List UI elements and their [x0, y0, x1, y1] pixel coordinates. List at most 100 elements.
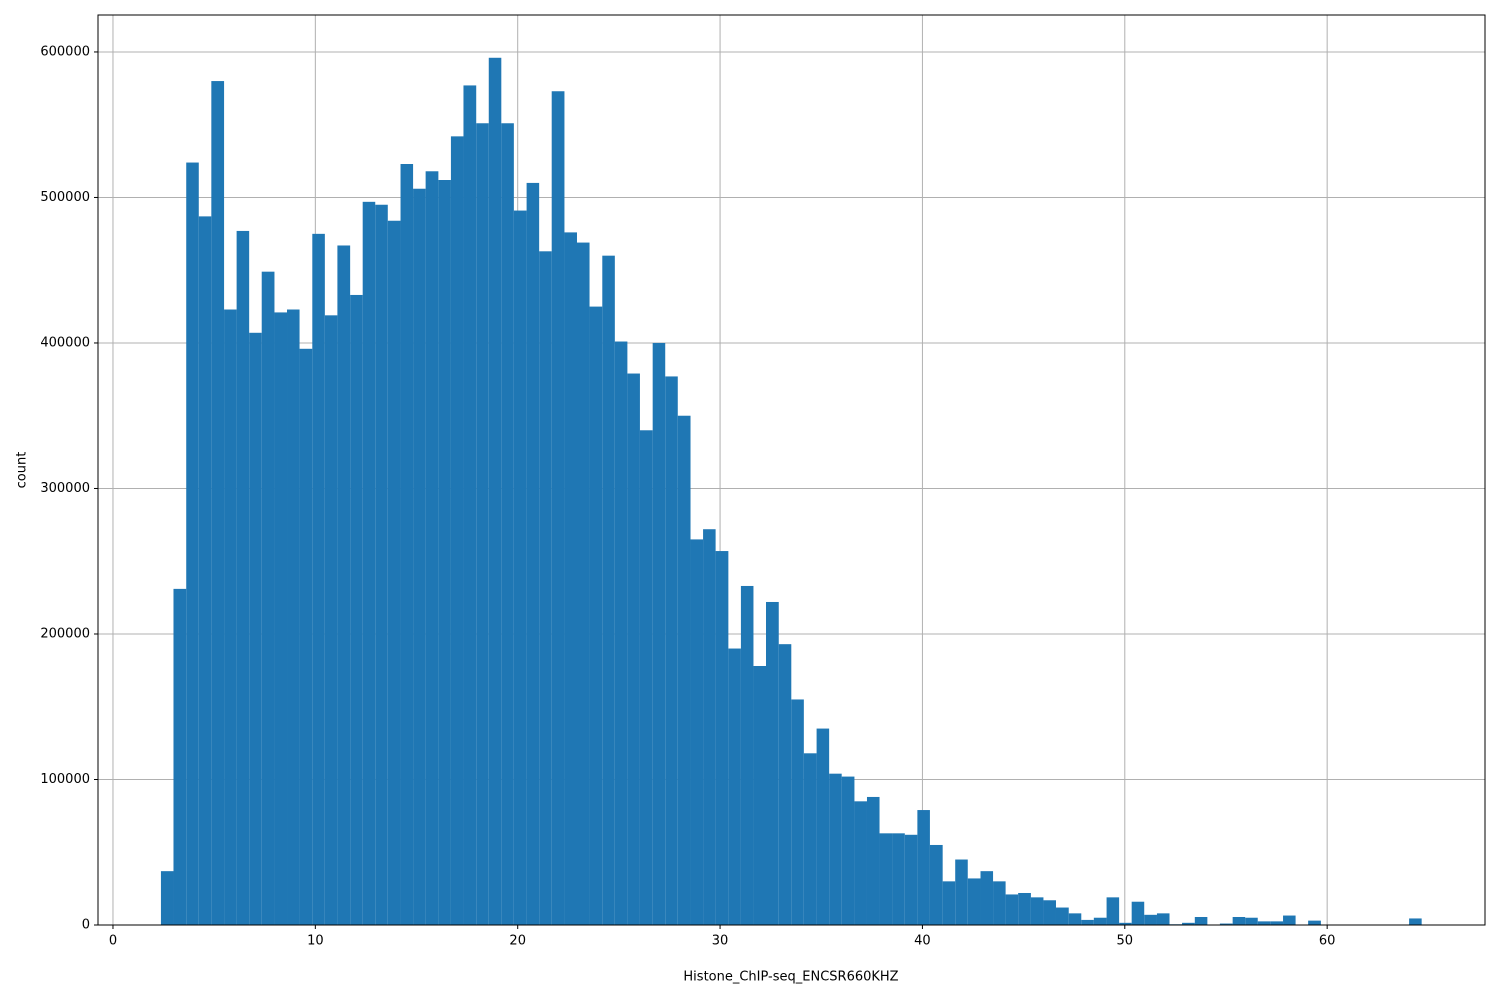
x-tick-label: 60 [1319, 934, 1336, 949]
bar [211, 81, 225, 925]
bar [375, 204, 388, 925]
bar [526, 182, 540, 926]
plot-frame [97, 14, 1486, 926]
bar [791, 699, 804, 925]
bar [501, 123, 514, 925]
y-tick-label: 200000 [40, 626, 90, 641]
bar [690, 539, 704, 925]
bar [993, 881, 1006, 925]
bar [1068, 913, 1082, 925]
bar [614, 341, 628, 925]
bar [387, 220, 401, 926]
bar [816, 728, 830, 925]
bar [337, 245, 351, 925]
x-tick-label: 10 [307, 934, 324, 949]
bar [1283, 915, 1296, 925]
bar [513, 210, 527, 926]
bar [576, 242, 590, 925]
bar [1232, 916, 1246, 925]
bar [324, 315, 338, 926]
bar [400, 163, 414, 926]
bar [841, 776, 855, 925]
bar [1219, 923, 1233, 925]
bar [665, 376, 678, 925]
bar [766, 601, 779, 925]
bar [1093, 917, 1107, 925]
bar [287, 309, 300, 925]
bar [1055, 907, 1069, 925]
bar [955, 859, 968, 925]
bar [904, 834, 918, 925]
bar [425, 171, 439, 925]
bar [1308, 920, 1321, 925]
bar [942, 881, 956, 925]
bar [476, 123, 489, 925]
bar [539, 251, 552, 925]
y-tick-label: 500000 [40, 190, 90, 205]
x-tick-label: 30 [712, 934, 729, 949]
bar [1106, 897, 1120, 925]
bar [362, 201, 376, 926]
bar [299, 348, 313, 925]
bar [1081, 919, 1094, 925]
x-axis-label: Histone_ChIP-seq_ENCSR660KHZ [683, 970, 898, 985]
bar [463, 85, 477, 925]
bar [740, 585, 754, 925]
bar [967, 878, 981, 925]
bar [1144, 914, 1157, 925]
bar [917, 810, 930, 925]
bar [602, 255, 615, 926]
bar [173, 588, 187, 925]
bar [1257, 921, 1271, 925]
x-tick-label: 50 [1117, 934, 1134, 949]
bar [186, 162, 199, 926]
bar [703, 529, 716, 925]
bar [829, 773, 842, 925]
y-tick-label: 100000 [40, 772, 90, 787]
y-tick-label: 300000 [40, 481, 90, 496]
bar [413, 188, 426, 925]
y-axis-label: count [15, 452, 30, 489]
bar [1270, 921, 1284, 925]
bar [198, 216, 212, 925]
bar [627, 373, 640, 925]
bar [1245, 917, 1258, 925]
bar [892, 833, 905, 925]
bar [715, 551, 729, 925]
y-tick-label: 0 [82, 918, 90, 933]
bar [224, 309, 237, 925]
bar [728, 648, 741, 925]
bar [866, 796, 880, 925]
bar [1030, 897, 1044, 925]
x-tick-label: 0 [109, 934, 117, 949]
bar [274, 312, 288, 926]
bar [589, 306, 603, 925]
x-tick-label: 40 [914, 934, 931, 949]
bar [778, 644, 792, 925]
bar [551, 91, 565, 925]
y-tick-label: 400000 [40, 335, 90, 350]
bar [261, 271, 275, 925]
bar [1043, 900, 1056, 925]
bar [160, 871, 174, 925]
bar [652, 342, 666, 925]
x-tick-label: 20 [509, 934, 526, 949]
bar [450, 136, 464, 926]
bar [1194, 916, 1208, 925]
bar [236, 230, 250, 926]
bar [438, 180, 451, 926]
bar [564, 232, 577, 925]
bar [879, 833, 893, 925]
bar [1005, 894, 1019, 925]
bar [803, 753, 817, 925]
bar [488, 57, 502, 925]
y-tick-label: 600000 [40, 44, 90, 59]
bar [1131, 901, 1145, 925]
bar [1409, 918, 1422, 925]
bar [854, 801, 867, 925]
bar [639, 430, 653, 925]
bar [929, 844, 943, 925]
bar [249, 332, 262, 926]
bar [1156, 913, 1170, 925]
